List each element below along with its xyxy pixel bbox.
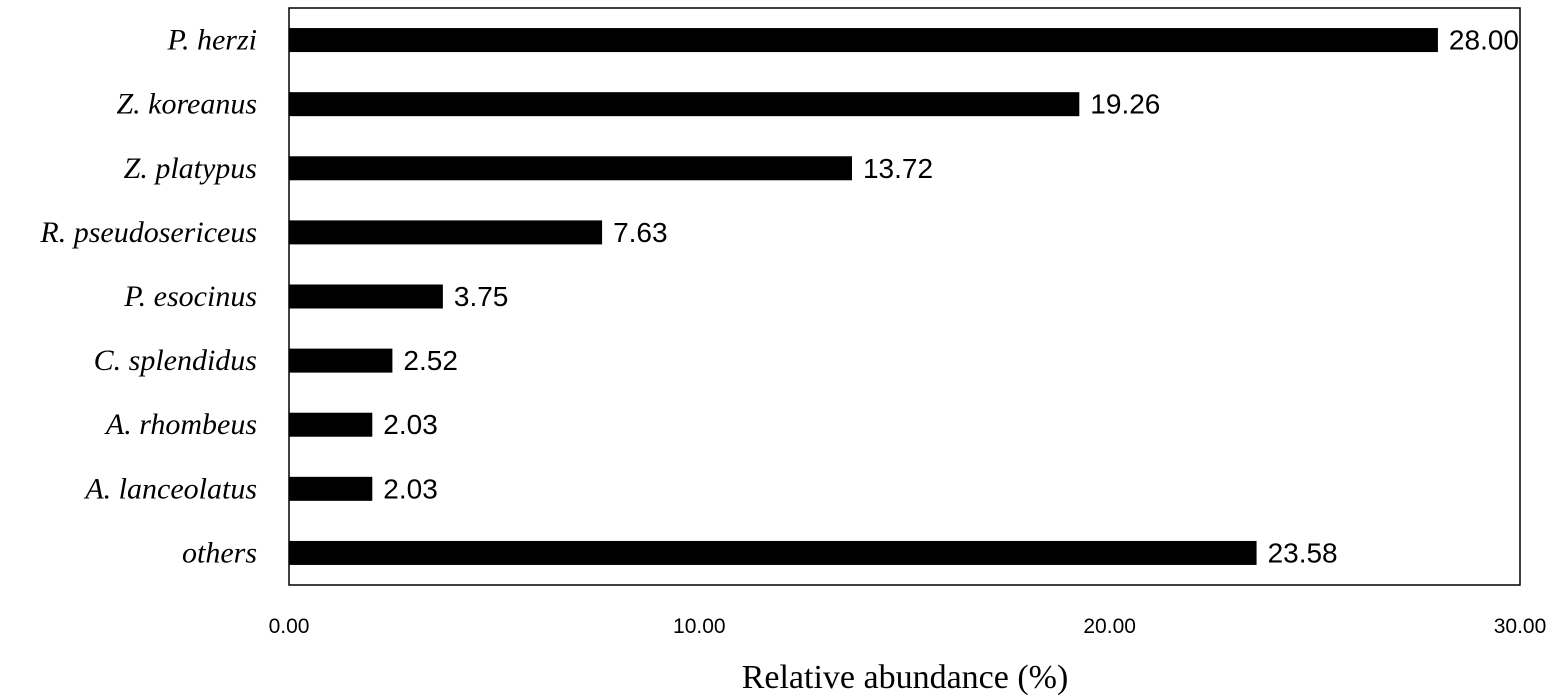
- data-label: 2.52: [403, 345, 458, 376]
- data-label: 2.03: [383, 409, 438, 440]
- data-label: 7.63: [613, 217, 668, 248]
- bar: [289, 92, 1080, 117]
- data-label: 19.26: [1090, 89, 1160, 120]
- data-label: 13.72: [863, 153, 933, 184]
- x-tick-labels-group: 0.00 10.00 20.00 30.00: [269, 615, 1547, 638]
- category-label: R. pseudosericeus: [39, 216, 257, 249]
- data-label: 23.58: [1268, 537, 1338, 568]
- bar: [289, 412, 373, 437]
- category-label: P. herzi: [167, 24, 257, 57]
- category-label: others: [182, 536, 257, 569]
- x-tick-label: 20.00: [1083, 615, 1136, 638]
- x-tick-label: 30.00: [1494, 615, 1547, 638]
- category-label: P. esocinus: [123, 280, 257, 313]
- category-labels-group: P. herzi Z. koreanus Z. platypus R. pseudos…: [39, 24, 257, 570]
- data-label: 2.03: [383, 473, 438, 504]
- x-axis-title: Relative abundance (%): [742, 659, 1069, 696]
- category-label: Z. platypus: [124, 152, 257, 185]
- category-label: A. lanceolatus: [83, 472, 257, 505]
- bar: [289, 28, 1438, 53]
- bar: [289, 284, 443, 309]
- category-label: A. rhombeus: [104, 408, 257, 441]
- x-tick-label: 0.00: [269, 615, 310, 638]
- category-label: Z. koreanus: [116, 88, 257, 121]
- bar: [289, 540, 1257, 565]
- bar: [289, 476, 373, 501]
- bars-group: [289, 28, 1438, 565]
- category-label: C. splendidus: [94, 344, 257, 377]
- value-labels-group: 28.00 19.26 13.72 7.63 3.75 2.52 2.03 2.03 23.58: [383, 25, 1519, 569]
- x-tick-label: 10.00: [673, 615, 726, 638]
- bar: [289, 220, 603, 245]
- data-label: 28.00: [1449, 25, 1519, 56]
- data-label: 3.75: [454, 281, 509, 312]
- bar: [289, 156, 852, 181]
- bar: [289, 348, 393, 373]
